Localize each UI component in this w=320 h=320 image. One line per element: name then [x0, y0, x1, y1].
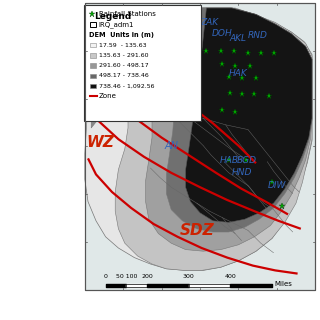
- Bar: [85, 3, 315, 290]
- Text: 200: 200: [141, 274, 153, 279]
- Text: Zone: Zone: [99, 93, 116, 99]
- Text: SDZ: SDZ: [180, 223, 214, 238]
- Text: HAK: HAK: [229, 69, 248, 78]
- Text: DOH: DOH: [212, 29, 233, 38]
- Text: HND: HND: [231, 168, 252, 177]
- Polygon shape: [91, 53, 138, 128]
- Text: 300: 300: [183, 274, 195, 279]
- Text: WZ: WZ: [87, 135, 115, 150]
- Bar: [90, 74, 96, 78]
- Polygon shape: [85, 8, 312, 270]
- Text: DEM  Units in (m): DEM Units in (m): [89, 32, 154, 38]
- Text: 498.17 - 738.46: 498.17 - 738.46: [99, 73, 148, 78]
- Text: IRQ_adm1: IRQ_adm1: [99, 21, 134, 28]
- Text: Rainfall Stations: Rainfall Stations: [99, 12, 156, 17]
- Polygon shape: [146, 8, 312, 251]
- Polygon shape: [166, 8, 312, 232]
- Text: 738.46 - 1,092.56: 738.46 - 1,092.56: [99, 84, 154, 89]
- Polygon shape: [115, 8, 312, 270]
- Bar: [90, 43, 96, 47]
- Bar: [85, 3, 315, 290]
- Text: 135.63 - 291.60: 135.63 - 291.60: [99, 53, 148, 58]
- Bar: [90, 63, 96, 68]
- Text: IRU: IRU: [102, 75, 119, 85]
- Text: 291.60 - 498.17: 291.60 - 498.17: [99, 63, 148, 68]
- FancyBboxPatch shape: [84, 5, 201, 121]
- Bar: [90, 53, 96, 58]
- Text: AKL: AKL: [230, 34, 247, 43]
- Text: BGD: BGD: [236, 156, 256, 164]
- Text: ZAK: ZAK: [201, 18, 219, 27]
- Text: 0: 0: [104, 274, 108, 279]
- Text: 400: 400: [225, 274, 236, 279]
- Text: HAB: HAB: [219, 156, 238, 164]
- Text: DIW: DIW: [268, 181, 286, 190]
- Text: RND: RND: [248, 31, 268, 40]
- Text: NVZ: NVZ: [99, 76, 134, 91]
- Polygon shape: [186, 8, 312, 222]
- Text: Legend: Legend: [94, 12, 131, 21]
- Text: Miles: Miles: [275, 281, 292, 287]
- Bar: [90, 84, 96, 88]
- Text: 50 100: 50 100: [116, 274, 137, 279]
- Text: 17.59  - 135.63: 17.59 - 135.63: [99, 43, 146, 48]
- Text: AN: AN: [164, 140, 178, 151]
- Text: SIN: SIN: [176, 40, 192, 49]
- Bar: [90, 22, 96, 27]
